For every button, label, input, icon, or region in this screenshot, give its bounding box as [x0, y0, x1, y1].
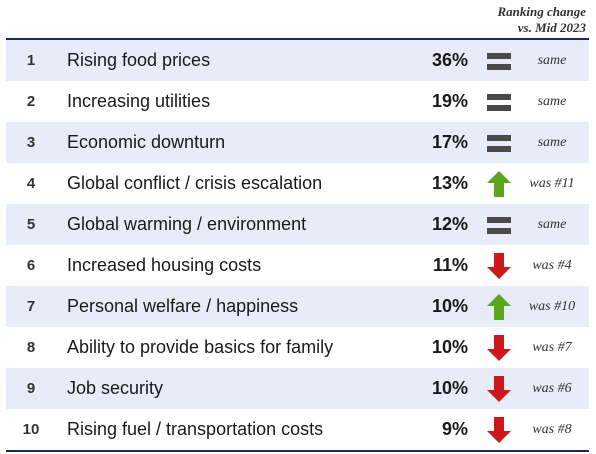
arrow-down-icon	[487, 417, 511, 443]
table-row: 4 Global conflict / crisis escalation 13% w…	[6, 163, 589, 204]
concern-label: Increased housing costs	[67, 255, 262, 275]
rank-number: 9	[26, 380, 36, 397]
share-value: 11%	[432, 255, 468, 275]
table-row: 7 Personal welfare / happiness 10% was #10	[6, 286, 589, 327]
ranking-change-text: same	[537, 135, 567, 150]
header-line-1: Ranking change	[497, 4, 587, 19]
equals-icon	[487, 135, 511, 152]
ranking-change-text: was #10	[528, 299, 576, 314]
equals-icon	[487, 94, 511, 111]
ranking-change-text: same	[537, 53, 567, 68]
concern-label: Rising fuel / transportation costs	[67, 419, 324, 439]
ranking-change-text: same	[537, 94, 567, 109]
bottom-rule	[6, 450, 589, 452]
concern-label: Ability to provide basics for family	[67, 337, 334, 357]
concern-label: Rising food prices	[67, 50, 211, 70]
ranking-change-text: was #7	[532, 340, 572, 355]
arrow-down-icon	[487, 335, 511, 361]
ranking-change-text: was #8	[532, 422, 572, 437]
concern-label: Economic downturn	[67, 132, 226, 152]
rank-number: 4	[26, 175, 36, 192]
table-row: 5 Global warming / environment 12% same	[6, 204, 589, 245]
share-value: 10%	[431, 337, 468, 357]
table-row: 10 Rising fuel / transportation costs 9% wa…	[6, 409, 589, 450]
share-value: 10%	[431, 378, 468, 398]
table-row: 2 Increasing utilities 19% same	[6, 81, 589, 122]
rank-number: 7	[26, 298, 36, 315]
concern-label: Personal welfare / happiness	[67, 296, 299, 316]
share-value: 19%	[431, 91, 468, 111]
arrow-down-icon	[487, 253, 511, 279]
table-rows: 1 Rising food prices 36% same 2 Increasing ut…	[6, 40, 589, 450]
share-value: 10%	[431, 296, 468, 316]
table-row: 8 Ability to provide basics for family 10%…	[6, 327, 589, 368]
rank-number: 3	[26, 134, 36, 151]
rank-number: 2	[26, 93, 36, 110]
rank-number: 5	[26, 216, 36, 233]
concern-label: Increasing utilities	[67, 91, 211, 111]
arrow-up-icon	[487, 171, 511, 197]
concern-label: Global warming / environment	[67, 214, 307, 234]
concern-label: Global conflict / crisis escalation	[67, 173, 323, 193]
share-value: 13%	[431, 173, 468, 193]
concern-label: Job security	[67, 378, 164, 398]
table-row: 1 Rising food prices 36% same	[6, 40, 589, 81]
share-value: 12%	[431, 214, 468, 234]
ranking-change-header: Ranking change vs. Mid 2023	[498, 4, 587, 36]
rank-number: 6	[26, 257, 36, 274]
arrow-up-icon	[487, 294, 511, 320]
rank-number: 10	[22, 421, 40, 438]
equals-icon	[487, 217, 511, 234]
ranking-change-text: was #11	[529, 176, 575, 191]
share-value: 17%	[431, 132, 468, 152]
equals-icon	[487, 53, 511, 70]
header-line-2: vs. Mid 2023	[517, 20, 586, 35]
ranking-table: 1 Rising food prices 36% same 2 Increasing ut…	[6, 38, 589, 452]
table-row: 9 Job security 10% was #6	[6, 368, 589, 409]
arrow-down-icon	[487, 376, 511, 402]
rank-number: 1	[26, 52, 36, 69]
table-row: 6 Increased housing costs 11% was #4	[6, 245, 589, 286]
ranking-change-text: was #6	[532, 381, 572, 396]
share-value: 9%	[441, 419, 468, 439]
ranking-change-text: same	[537, 217, 567, 232]
share-value: 36%	[431, 50, 468, 70]
rank-number: 8	[26, 339, 36, 356]
top-rule	[6, 38, 589, 40]
table-row: 3 Economic downturn 17% same	[6, 122, 589, 163]
ranking-change-text: was #4	[532, 258, 572, 273]
